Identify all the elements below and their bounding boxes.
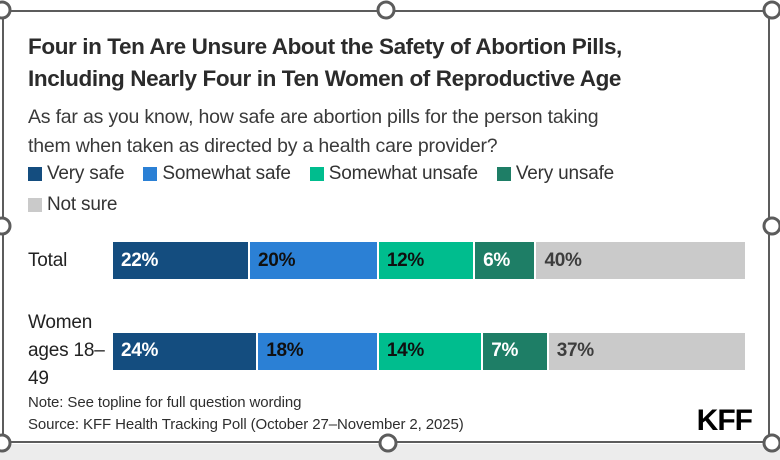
segment-value-label: 24% — [121, 340, 159, 361]
selection-handle-top-center[interactable] — [376, 0, 396, 20]
legend-item: Very unsafe — [496, 162, 615, 185]
selection-handle-middle-right[interactable] — [762, 216, 780, 236]
chart-card: Four in Ten Are Unsure About the Safety … — [0, 11, 772, 443]
segment-value-label: 37% — [556, 340, 594, 361]
legend-swatch-icon — [143, 166, 158, 181]
bar-segment: 18% — [258, 332, 377, 370]
segment-value-label: 6% — [483, 249, 510, 271]
footer-notes: Note: See topline for full question word… — [28, 392, 464, 436]
kff-logo: KFF — [696, 404, 753, 437]
legend-label: Somewhat unsafe — [328, 162, 478, 184]
selection-handle-bottom-right[interactable] — [762, 433, 780, 453]
legend-item: Somewhat unsafe — [309, 162, 478, 185]
segment-value-label: 40% — [544, 249, 582, 271]
selection-handle-top-right[interactable] — [762, 0, 780, 20]
legend-swatch-icon — [496, 166, 511, 181]
bar-segment: 24% — [113, 332, 257, 370]
segment-value-label: 7% — [491, 340, 519, 361]
bar-segment: 14% — [378, 332, 482, 370]
note-line: Note: See topline for full question word… — [28, 394, 302, 411]
selection-handle-bottom-center[interactable] — [378, 433, 398, 453]
segment-value-label: 14% — [386, 340, 425, 361]
bar-track: 22% 20% 12% 6% 40% — [113, 242, 746, 279]
selection-handle-bottom-left[interactable] — [0, 433, 12, 453]
segment-value-label: 12% — [386, 249, 425, 271]
legend-label: Very safe — [47, 162, 125, 184]
legend-swatch-icon — [28, 166, 42, 181]
category-label: Women ages 18–49 — [28, 312, 105, 389]
segment-value-label: 22% — [121, 249, 159, 271]
legend-label: Not sure — [47, 193, 118, 215]
chart-subtitle-line1: As far as you know, how safe are abortio… — [28, 106, 599, 128]
chart-subtitle-line2: them when taken as directed by a health … — [28, 135, 498, 157]
bar-row: Women ages 18–49 24% 18% 14% 7% 37% — [28, 309, 746, 393]
bar-segment: 7% — [483, 332, 547, 370]
segment-value-label: 18% — [266, 340, 304, 361]
bar-segment: 40% — [536, 242, 746, 279]
legend-row: Very safe Somewhat safe Somewhat unsafe Ver… — [28, 158, 752, 189]
chart-header: Four in Ten Are Unsure About the Safety … — [28, 31, 752, 161]
bar-segment: 20% — [250, 242, 377, 279]
chart-footer: Note: See topline for full question word… — [28, 392, 753, 437]
bar-segment: 22% — [113, 242, 249, 279]
legend: Very safe Somewhat safe Somewhat unsafe Ver… — [28, 158, 752, 220]
bar-segment: 12% — [378, 242, 474, 279]
segment-value-label: 20% — [258, 249, 296, 271]
chart-subtitle: As far as you know, how safe are abortio… — [28, 103, 752, 161]
stacked-bar-chart: Total 22% 20% 12% 6% 40% Women ages 18–49 24% 18… — [28, 242, 746, 393]
legend-row: Not sure — [28, 189, 752, 220]
source-line: Source: KFF Health Tracking Poll (Octobe… — [28, 416, 464, 433]
bar-track: 24% 18% 14% 7% 37% — [113, 332, 746, 370]
bar-row: Total 22% 20% 12% 6% 40% — [28, 242, 746, 279]
legend-item: Somewhat safe — [143, 162, 291, 185]
legend-label: Somewhat safe — [162, 162, 291, 184]
legend-swatch-icon — [28, 197, 42, 212]
bar-segment: 6% — [475, 242, 535, 279]
selection-handle-middle-left[interactable] — [0, 216, 12, 236]
legend-swatch-icon — [309, 166, 324, 181]
bar-segment: 37% — [548, 332, 746, 370]
chart-title-line2: Including Nearly Four in Ten Women of Re… — [28, 66, 622, 91]
category-label: Total — [28, 249, 68, 271]
legend-label: Very unsafe — [515, 162, 615, 184]
legend-item: Very safe — [28, 162, 125, 185]
chart-title-line1: Four in Ten Are Unsure About the Safety … — [28, 34, 622, 59]
legend-item: Not sure — [28, 194, 117, 216]
